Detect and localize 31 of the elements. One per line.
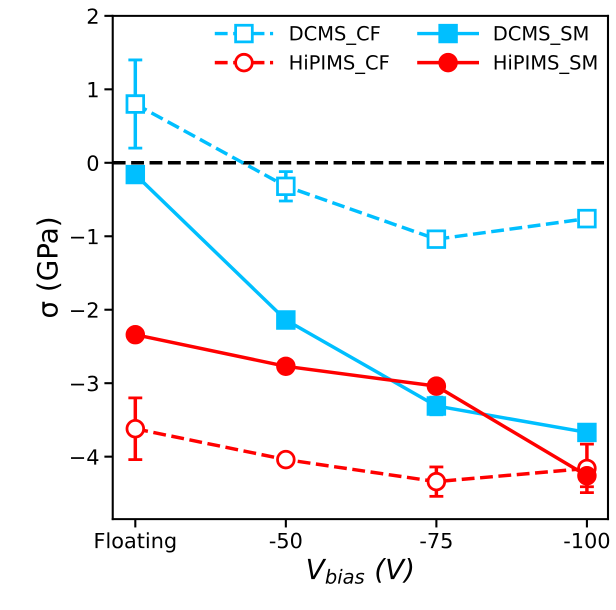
legend-label: HiPIMS_SM [494,54,596,74]
y-tick-label: −4 [71,449,98,465]
point [276,310,296,330]
x-tick-label: -100 [564,532,610,548]
y-tick-label: 2 [88,8,98,24]
x-axis-title: V$_{bias}$ (V) [308,558,412,584]
point [577,208,597,228]
y-tick-label: −3 [71,376,98,392]
point [126,324,146,344]
point [426,472,446,492]
y-tick-label: 1 [88,82,98,98]
point [126,419,146,438]
x-tick-label: -75 [420,532,452,548]
legend-label: HiPIMS_CF [290,54,389,74]
point [577,422,597,442]
point [126,94,146,114]
point [126,164,146,184]
point [276,356,296,376]
y-tick-label: −2 [71,302,98,318]
point [276,176,296,196]
x-tick-label: Floating [96,532,176,552]
point [426,229,446,249]
legend-label: DCMS_SM [494,26,588,45]
point [426,376,446,396]
point [577,466,597,486]
x-tick-label: -50 [270,532,302,548]
legend-label: DCMS_CF [290,26,380,45]
point [276,450,296,470]
y-tick-label: −1 [71,228,98,244]
y-tick-label: 0 [88,155,98,172]
y-axis-title: σ (GPa) [36,218,62,318]
